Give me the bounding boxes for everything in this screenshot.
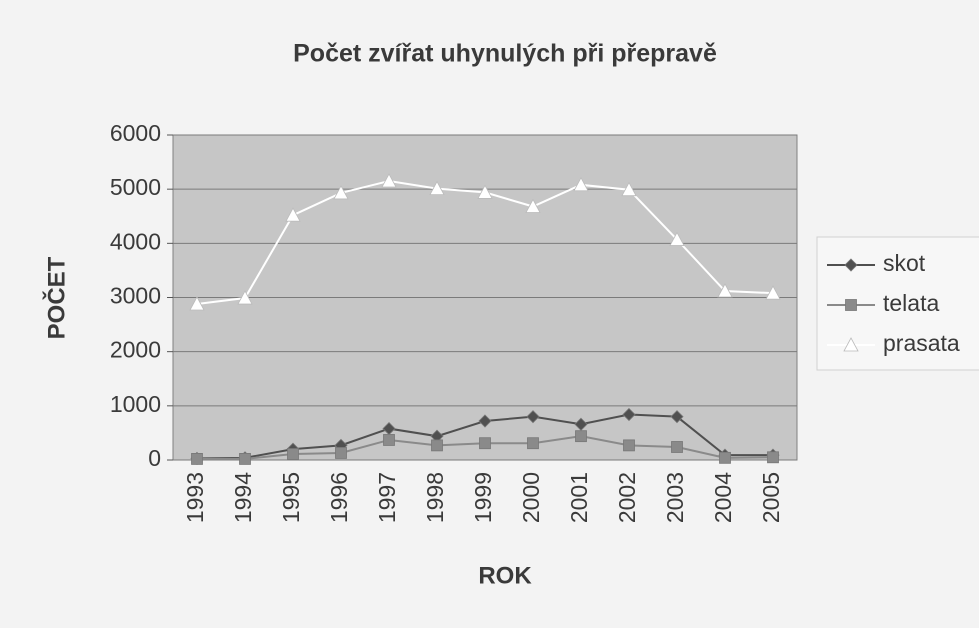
- marker: [575, 430, 587, 443]
- y-tick-label: 4000: [110, 228, 161, 254]
- marker: [526, 410, 540, 424]
- x-tick-label: 2000: [518, 472, 544, 523]
- marker: [670, 410, 684, 424]
- marker: [429, 180, 445, 196]
- x-tick-label: 2004: [710, 472, 736, 523]
- y-tick-label: 3000: [110, 283, 161, 309]
- x-tick-label: 1995: [278, 472, 304, 523]
- marker: [525, 198, 541, 213]
- marker: [622, 407, 636, 422]
- marker: [621, 181, 637, 197]
- x-tick-label: 1999: [470, 472, 496, 523]
- y-tick-label: 0: [148, 445, 161, 471]
- chart-title: Počet zvířat uhynulých při přepravě: [293, 40, 717, 68]
- marker: [574, 417, 588, 431]
- x-tick-label: 1997: [374, 472, 400, 523]
- x-tick-label: 2005: [758, 472, 784, 523]
- marker: [285, 207, 301, 222]
- x-tick-label: 1993: [182, 472, 208, 523]
- x-axis-label: ROK: [478, 562, 532, 589]
- x-tick-label: 2003: [662, 472, 688, 523]
- marker: [671, 441, 683, 453]
- y-tick-label: 6000: [110, 120, 161, 146]
- marker: [477, 184, 493, 199]
- marker: [431, 439, 443, 452]
- marker: [189, 296, 205, 311]
- x-tick-label: 2002: [614, 472, 640, 523]
- marker: [237, 290, 253, 305]
- marker: [623, 439, 635, 452]
- marker: [191, 453, 203, 465]
- x-tick-label: 1998: [422, 472, 448, 523]
- marker: [333, 185, 349, 200]
- y-tick-label: 5000: [110, 174, 161, 200]
- legend-label: prasata: [883, 330, 960, 356]
- marker: [719, 451, 731, 464]
- marker: [717, 283, 733, 298]
- marker: [381, 173, 397, 188]
- marker: [843, 337, 859, 352]
- marker: [287, 448, 299, 460]
- marker: [844, 258, 858, 272]
- marker: [478, 414, 492, 428]
- marker: [767, 451, 779, 464]
- marker: [527, 437, 539, 450]
- y-axis-label: POČET: [42, 256, 70, 339]
- marker: [669, 231, 685, 246]
- legend-box: [816, 236, 979, 371]
- x-tick-label: 1996: [326, 472, 352, 523]
- x-tick-label: 2001: [566, 472, 592, 523]
- legend-label: telata: [883, 290, 939, 316]
- marker: [383, 434, 395, 446]
- marker: [239, 453, 251, 465]
- y-tick-label: 2000: [110, 337, 161, 363]
- marker: [765, 285, 781, 300]
- x-tick-label: 1994: [230, 472, 256, 523]
- legend-label: skot: [883, 250, 926, 276]
- marker: [335, 447, 347, 459]
- y-tick-label: 1000: [110, 391, 161, 417]
- marker: [573, 176, 589, 192]
- marker: [845, 299, 857, 311]
- marker: [479, 437, 491, 450]
